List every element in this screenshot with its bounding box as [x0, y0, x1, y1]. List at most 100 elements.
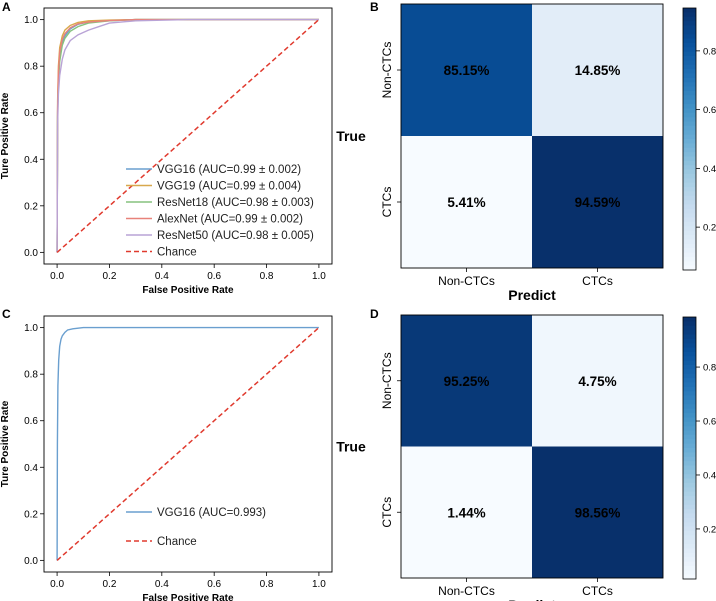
legend-label: Chance — [157, 536, 197, 548]
colorbar-segment — [683, 235, 696, 241]
x-tick-label: 0.0 — [50, 271, 64, 282]
colorbar-segment — [683, 544, 696, 550]
colorbar-segment — [683, 248, 696, 254]
y-axis-title: Ture Positive Rate — [0, 400, 11, 487]
colorbar-segment — [683, 469, 696, 475]
y-tick-label: 0.8 — [24, 62, 38, 73]
colorbar-segment — [683, 530, 696, 536]
colorbar-segment — [683, 365, 696, 370]
matrix-cell — [401, 136, 532, 268]
colorbar-segment — [683, 500, 696, 506]
x-tick-label: 0.8 — [260, 579, 274, 590]
colorbar-segment — [683, 108, 696, 114]
colorbar-segment — [683, 60, 696, 66]
colorbar-segment — [683, 90, 696, 96]
colorbar-tick-label: 0.8 — [703, 46, 716, 57]
colorbar-segment — [683, 369, 696, 375]
matrix-cell — [532, 136, 663, 268]
colorbar-segment — [683, 373, 696, 379]
y-tick-label: 0.4 — [24, 463, 38, 474]
colorbar-segment — [683, 378, 696, 384]
colorbar-segment — [683, 130, 696, 136]
legend-label: AlexNet (AUC=0.99 ± 0.002) — [157, 214, 303, 226]
colorbar-segment — [683, 338, 696, 344]
colorbar-segment — [683, 139, 696, 144]
colorbar-segment — [683, 334, 696, 340]
colorbar-segment — [683, 487, 696, 493]
y-category-label: CTCs — [380, 187, 394, 218]
colorbar-segment — [683, 51, 696, 57]
colorbar-segment — [683, 261, 696, 267]
y-category-label: Non-CTCs — [380, 42, 394, 99]
x-axis-title: Predict — [508, 597, 556, 601]
series-line-alexnet — [56, 18, 319, 253]
colorbar-segment — [683, 16, 696, 22]
panel-letter-c: C — [2, 307, 11, 321]
colorbar-segment — [683, 461, 696, 467]
colorbar-segment — [683, 69, 696, 75]
colorbar-segment — [683, 73, 696, 79]
colorbar-segment — [683, 156, 696, 162]
legend-label: VGG19 (AUC=0.99 ± 0.004) — [157, 181, 301, 193]
colorbar-segment — [683, 504, 696, 510]
colorbar-segment — [683, 557, 696, 563]
y-tick-label: 0.0 — [24, 248, 38, 259]
x-tick-label: 0.6 — [207, 579, 221, 590]
colorbar-segment — [683, 360, 696, 366]
colorbar-segment — [683, 38, 696, 44]
colorbar-segment — [683, 104, 696, 110]
y-category-label: Non-CTCs — [380, 352, 394, 409]
colorbar-segment — [683, 548, 696, 554]
x-tick-label: 1.0 — [312, 579, 326, 590]
y-axis-title: Ture Positive Rate — [0, 92, 11, 179]
matrix-cell — [532, 446, 663, 578]
colorbar-segment — [683, 230, 696, 236]
colorbar-frame — [682, 7, 697, 271]
y-tick-label: 0.4 — [24, 155, 38, 166]
x-axis-title: Predict — [508, 287, 556, 303]
y-tick-label: 0.0 — [24, 556, 38, 567]
x-tick-label: 0.8 — [260, 271, 274, 282]
colorbar-segment — [683, 121, 696, 127]
series-line-resnet50 — [56, 18, 319, 253]
colorbar-segment — [683, 173, 696, 179]
colorbar-segment — [683, 347, 696, 353]
colorbar-segment — [683, 522, 696, 528]
colorbar-segment — [683, 574, 696, 580]
series-line-vgg16 — [56, 326, 319, 561]
colorbar-segment — [683, 351, 696, 357]
colorbar-segment — [683, 395, 696, 401]
colorbar-segment — [683, 226, 696, 232]
series-line-chance — [56, 327, 320, 561]
x-tick-label: 0.0 — [50, 579, 64, 590]
colorbar-segment — [683, 386, 696, 392]
colorbar-segment — [683, 408, 696, 414]
matrix-cell — [401, 446, 532, 578]
colorbar-segment — [683, 143, 696, 149]
cell-value-label: 14.85% — [575, 63, 621, 78]
colorbar-segment — [683, 239, 696, 245]
colorbar-segment — [683, 452, 696, 458]
colorbar-segment — [683, 356, 696, 362]
colorbar-segment — [683, 160, 696, 166]
colorbar-segment — [683, 21, 696, 27]
colorbar-segment — [683, 456, 696, 462]
legend-label: ResNet50 (AUC=0.98 ± 0.005) — [157, 230, 314, 242]
colorbar-segment — [683, 82, 696, 88]
x-category-label: CTCs — [582, 274, 613, 288]
y-tick-label: 0.2 — [24, 201, 38, 212]
colorbar-segment — [683, 208, 696, 214]
colorbar-tick-label: 0.6 — [703, 105, 716, 116]
x-tick-label: 0.6 — [207, 271, 221, 282]
colorbar-tick-label: 0.4 — [703, 164, 716, 175]
colorbar-segment — [683, 243, 696, 249]
x-tick-label: 0.4 — [155, 271, 169, 282]
colorbar-segment — [683, 552, 696, 558]
colorbar-segment — [683, 417, 696, 423]
colorbar-segment — [683, 474, 696, 480]
colorbar-segment — [683, 265, 696, 271]
colorbar-segment — [683, 434, 696, 440]
colorbar-segment — [683, 439, 696, 445]
colorbar-segment — [683, 86, 696, 92]
colorbar-tick-label: 0.6 — [703, 417, 716, 428]
